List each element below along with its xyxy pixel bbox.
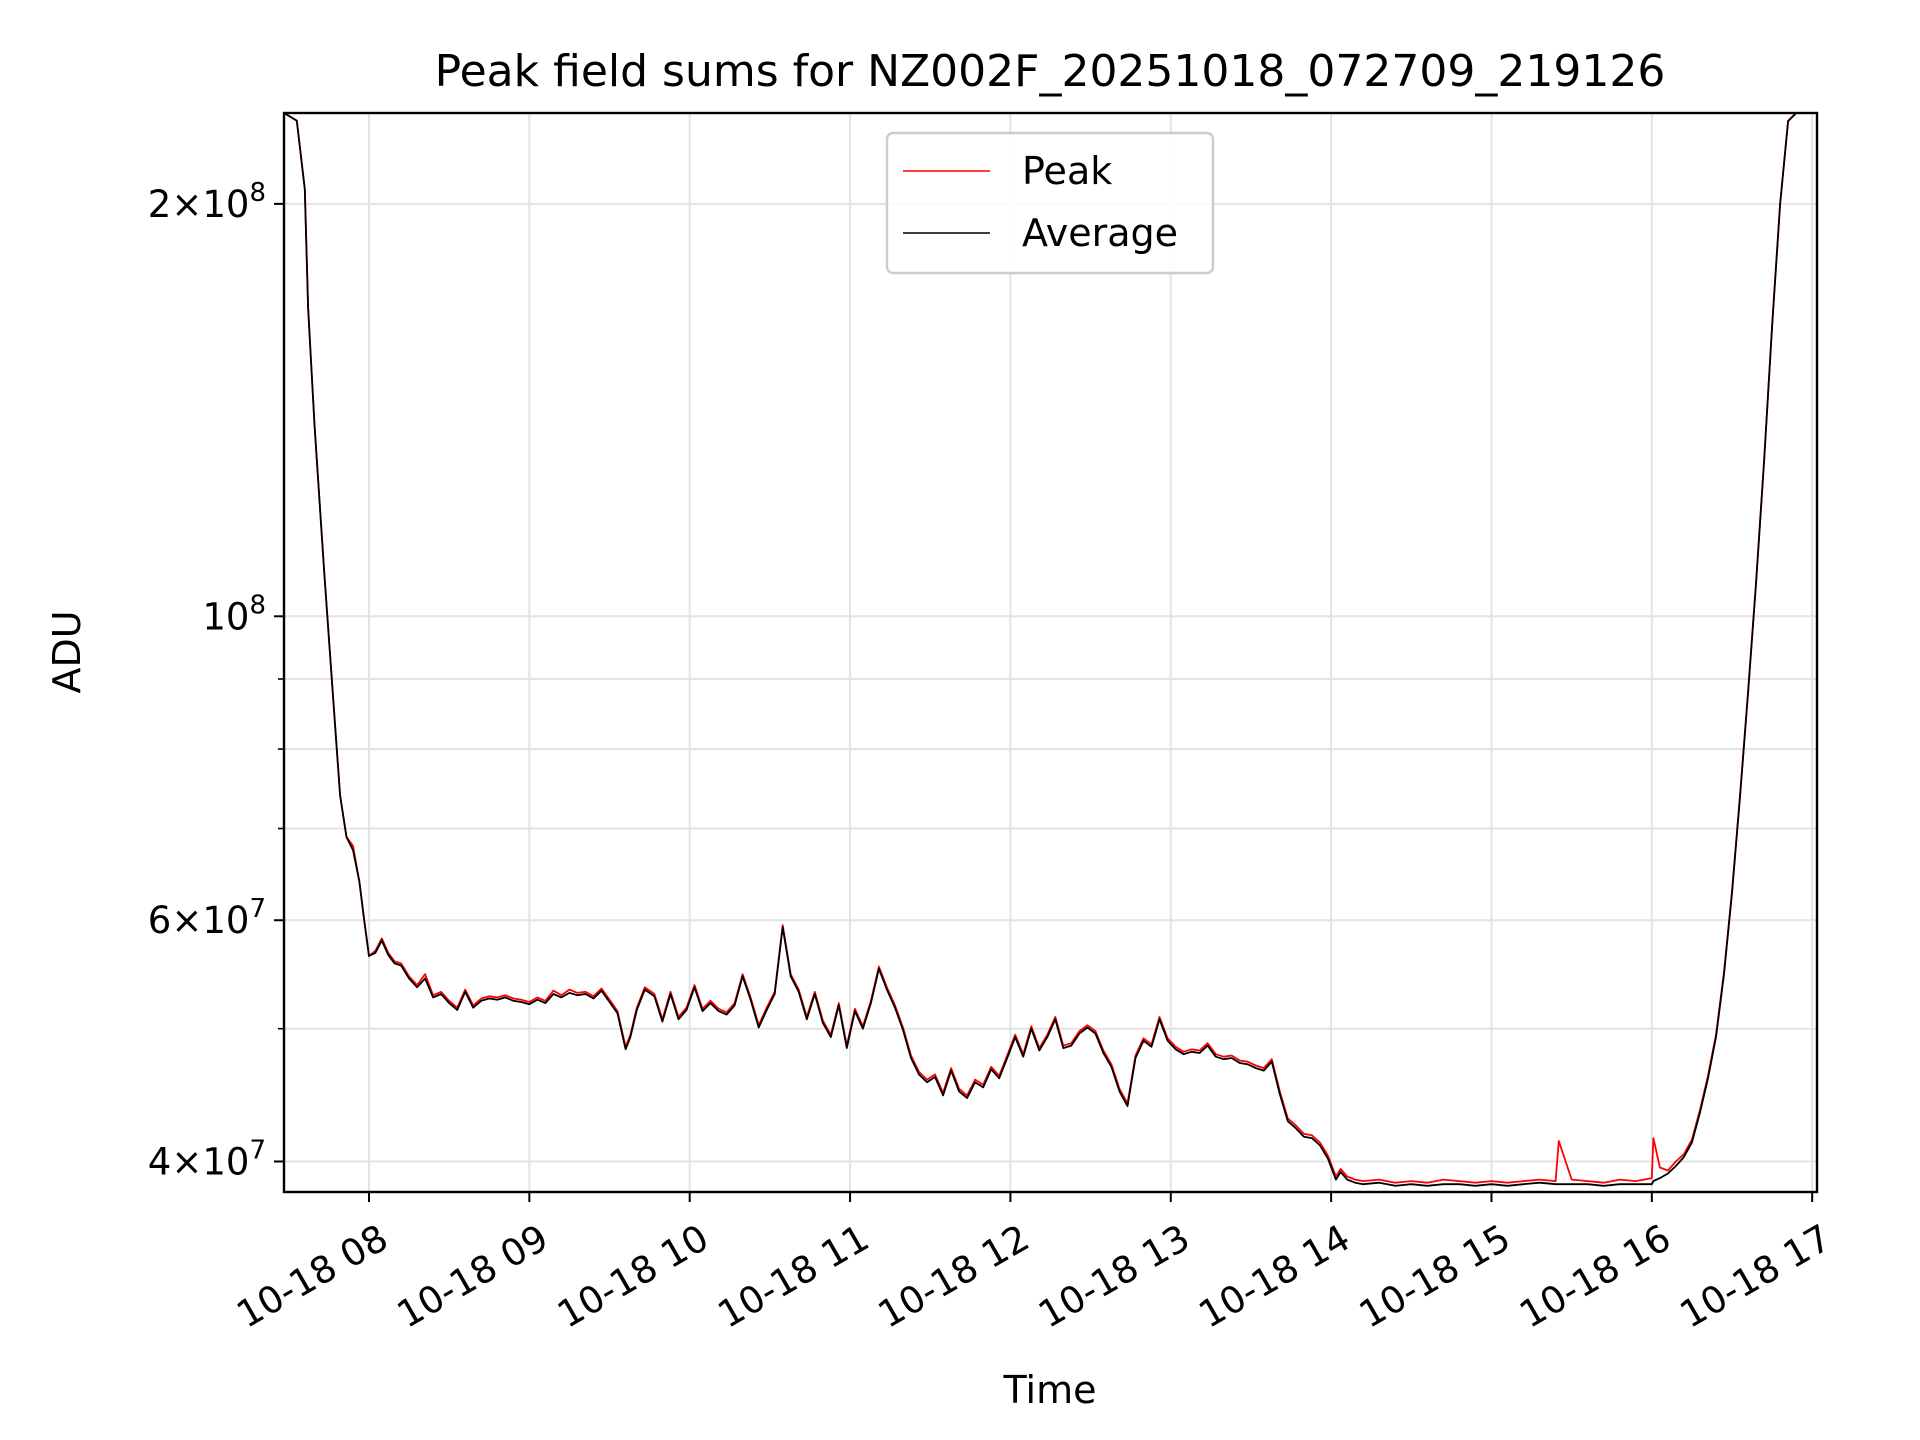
legend: Peak Average [885, 131, 1215, 275]
legend-average-label: Average [1022, 211, 1178, 255]
series-line-peak [284, 113, 1797, 1184]
y-axis: 4×107 6×107 108 2×108 [148, 178, 284, 1183]
y-tick-label: 108 [202, 590, 266, 638]
chart-title: Peak field sums for NZ002F_20251018_0727… [435, 46, 1666, 97]
legend-box [885, 131, 1215, 275]
y-tick-label: 2×108 [148, 178, 266, 226]
axes-frame [282, 111, 1819, 1194]
legend-peak-label: Peak [1022, 149, 1112, 193]
y-tick-label: 6×107 [148, 894, 266, 942]
x-axis-title: Time [1003, 1368, 1097, 1412]
y-tick-label: 4×107 [148, 1135, 266, 1183]
series-line-average [284, 113, 1797, 1187]
y-axis-title: ADU [45, 610, 89, 693]
plot-area [284, 113, 1797, 1187]
